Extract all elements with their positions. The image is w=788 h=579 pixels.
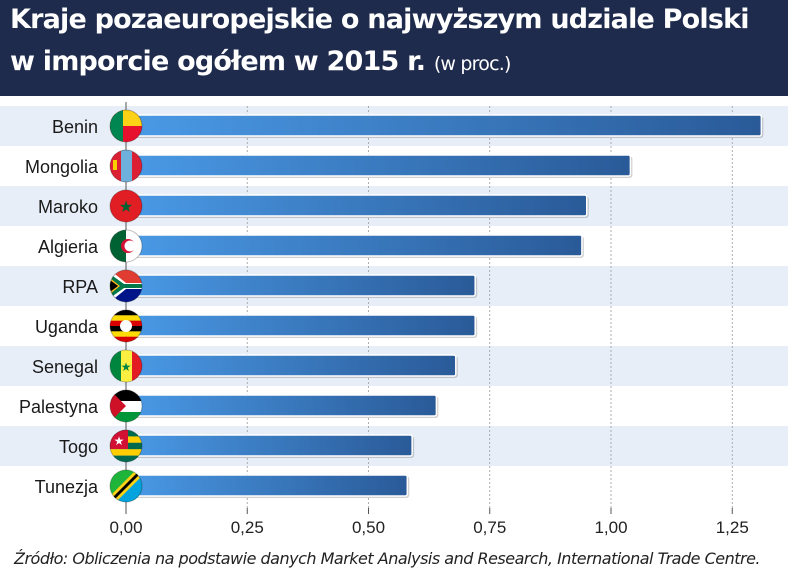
bar-mongolia bbox=[125, 154, 632, 177]
x-tick-label: 0,25 bbox=[231, 518, 264, 537]
togo-flag-icon: ★ bbox=[109, 429, 143, 463]
x-tick-label: 1,25 bbox=[716, 518, 749, 537]
bar-algieria bbox=[125, 234, 583, 257]
category-label: Togo bbox=[59, 437, 98, 457]
senegal-flag-icon: ★ bbox=[109, 349, 143, 383]
bar-benin bbox=[125, 114, 763, 137]
svg-text:★: ★ bbox=[119, 197, 133, 216]
south-africa-flag-icon bbox=[109, 269, 143, 303]
algeria-flag-icon bbox=[109, 229, 143, 263]
bar-maroko bbox=[125, 194, 588, 217]
morocco-flag-icon: ★ bbox=[109, 189, 143, 223]
x-tick-label: 1,00 bbox=[594, 518, 627, 537]
benin-flag-icon bbox=[109, 109, 143, 143]
bar-rpa bbox=[125, 274, 476, 297]
chart-title-main: w imporcie ogółem w 2015 r. bbox=[10, 46, 426, 77]
category-label: Algieria bbox=[38, 237, 99, 257]
chart-header: Kraje pozaeuropejskie o najwyższym udzia… bbox=[0, 0, 788, 96]
category-label: Uganda bbox=[35, 317, 99, 337]
chart-title-unit: (w proc.) bbox=[433, 53, 512, 75]
svg-text:★: ★ bbox=[114, 434, 125, 448]
bar-togo bbox=[125, 434, 413, 457]
category-label: Maroko bbox=[38, 197, 98, 217]
category-label: RPA bbox=[62, 277, 98, 297]
category-label: Senegal bbox=[32, 357, 98, 377]
palestine-flag-icon bbox=[109, 389, 143, 423]
svg-text:★: ★ bbox=[121, 360, 132, 374]
tanzania-flag-icon bbox=[109, 469, 143, 503]
chart-title-line2: w imporcie ogółem w 2015 r. (w proc.) bbox=[10, 46, 511, 77]
bar-palestyna bbox=[125, 394, 438, 417]
category-label: Palestyna bbox=[19, 397, 99, 417]
category-label: Mongolia bbox=[25, 157, 99, 177]
bar-uganda bbox=[125, 314, 476, 337]
bar-tunezja bbox=[125, 474, 409, 497]
x-tick-label: 0,75 bbox=[473, 518, 506, 537]
chart-title-line1: Kraje pozaeuropejskie o najwyższym udzia… bbox=[10, 4, 750, 35]
uganda-flag-icon bbox=[109, 309, 143, 343]
bar-senegal bbox=[125, 354, 457, 377]
source-note: Źródło: Obliczenia na podstawie danych M… bbox=[14, 549, 761, 568]
x-tick-label: 0,50 bbox=[352, 518, 385, 537]
category-label: Benin bbox=[52, 117, 98, 137]
x-tick-label: 0,00 bbox=[109, 518, 142, 537]
category-label: Tunezja bbox=[35, 477, 99, 497]
mongolia-flag-icon bbox=[109, 149, 143, 183]
